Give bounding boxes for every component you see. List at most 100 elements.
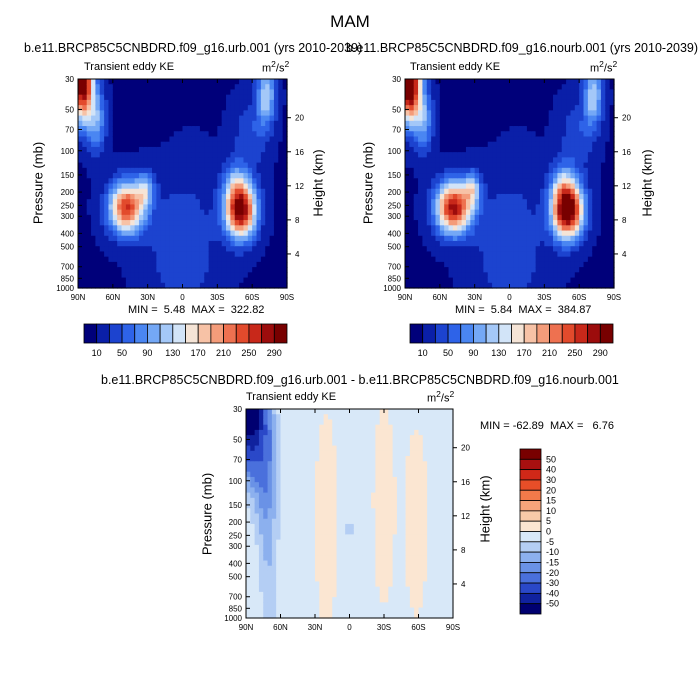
panel1-cell <box>182 173 188 179</box>
panel1-cell <box>204 173 210 179</box>
panel2-cell <box>426 204 432 211</box>
panel2-cell <box>583 120 589 127</box>
panel2-cell <box>448 126 454 132</box>
panel1-cell <box>108 277 114 284</box>
panel1-cell <box>130 173 136 179</box>
panel3-cell <box>327 424 333 431</box>
panel1-cell <box>143 167 149 174</box>
panel1-cell <box>165 84 171 91</box>
panel3-cell <box>276 440 282 447</box>
panel2-cell <box>574 131 580 138</box>
panel2-cell <box>465 277 471 284</box>
panel1-cell <box>143 256 149 263</box>
panel1-cell <box>208 220 214 226</box>
panel1-cell <box>169 152 175 158</box>
panel1-cell <box>252 120 258 127</box>
panel1-cell <box>208 199 214 205</box>
panel1-cell <box>256 84 262 91</box>
panel2-cell <box>470 282 476 289</box>
panel1-cell <box>147 251 153 258</box>
panel3-cell <box>353 482 359 488</box>
panel2-cell <box>470 84 476 91</box>
panel1-cell <box>104 146 110 153</box>
panel2-cell <box>470 110 476 117</box>
panel2-cell <box>422 94 428 101</box>
panel2-cell <box>405 173 410 179</box>
panel1-cell <box>78 115 83 122</box>
panel1-cell <box>234 230 240 237</box>
panel3-cell <box>271 503 277 509</box>
panel2-cell <box>426 152 432 158</box>
panel1-ytick-label: 70 <box>65 126 74 135</box>
panel1-cell <box>143 89 149 96</box>
panel3-cell <box>302 445 307 452</box>
panel2-cell <box>483 272 489 279</box>
panel2-cell <box>570 167 576 174</box>
panel2-cell <box>474 261 480 268</box>
panel2-cell <box>522 246 528 253</box>
panel3-cell <box>310 544 316 551</box>
panel2-cell <box>448 251 454 258</box>
panel1-cell <box>165 126 171 132</box>
panel2-cell <box>539 261 545 268</box>
panel2-cell <box>500 89 506 96</box>
panel2-cell <box>566 146 572 153</box>
panel1-cell <box>182 256 188 263</box>
panel2-cell <box>605 79 611 85</box>
panel3-cell <box>310 492 316 499</box>
panel2-cell <box>509 141 515 148</box>
panel3-cell <box>284 550 290 556</box>
panel1-cell <box>152 110 157 117</box>
panel1-cell <box>247 131 253 138</box>
panel3-cell <box>315 429 320 436</box>
panel3-cell <box>332 591 338 598</box>
panel2-cell <box>461 251 467 258</box>
panel3-cell <box>280 602 286 609</box>
panel2-cell <box>405 261 410 268</box>
panel1-cell <box>212 199 218 205</box>
panel2-cell <box>522 240 528 247</box>
panel2-cell <box>609 235 615 242</box>
panel3-cell <box>315 544 320 551</box>
panel1-cell <box>191 178 197 185</box>
panel1-cell <box>239 99 245 106</box>
panel2-cell <box>570 146 576 153</box>
panel1-cell <box>121 162 127 169</box>
panel1-cell <box>212 152 218 158</box>
panel1-cell <box>182 261 188 268</box>
panel1-cell <box>273 105 279 111</box>
panel3-cell <box>267 445 273 452</box>
panel2-cell <box>539 272 545 279</box>
panel3-cell <box>289 466 295 473</box>
panel2-cell <box>418 251 424 258</box>
panel2-cell <box>566 225 572 232</box>
panel1-cell <box>265 246 271 253</box>
panel1-cell <box>138 162 144 169</box>
panel1-cell <box>195 94 201 101</box>
panel1-cell <box>178 193 184 200</box>
panel1-cell <box>147 272 153 279</box>
panel1-cell <box>195 256 201 263</box>
panel2-cell <box>422 256 428 263</box>
panel2-cell <box>487 99 493 106</box>
panel1-cell <box>138 272 144 279</box>
panel2-cell <box>470 183 476 190</box>
panel1-cell <box>91 178 97 185</box>
panel1-cell <box>95 230 101 237</box>
panel1-cell <box>165 214 171 221</box>
panel3-cell <box>336 419 342 426</box>
panel1-cell <box>186 209 192 216</box>
panel1-cell <box>265 277 271 284</box>
panel1-cell <box>256 272 262 279</box>
panel1-cell <box>230 188 236 195</box>
panel2-cell <box>444 209 450 216</box>
panel3-cell <box>353 435 359 441</box>
panel1-cell <box>138 230 144 237</box>
panel3-cell <box>263 602 269 609</box>
panel1-cell <box>108 251 114 258</box>
panel3-cell <box>250 497 256 504</box>
panel2-cell <box>405 199 410 205</box>
panel3-cell <box>323 597 329 603</box>
panel1-cell <box>108 235 114 242</box>
panel2-cell <box>435 261 441 268</box>
